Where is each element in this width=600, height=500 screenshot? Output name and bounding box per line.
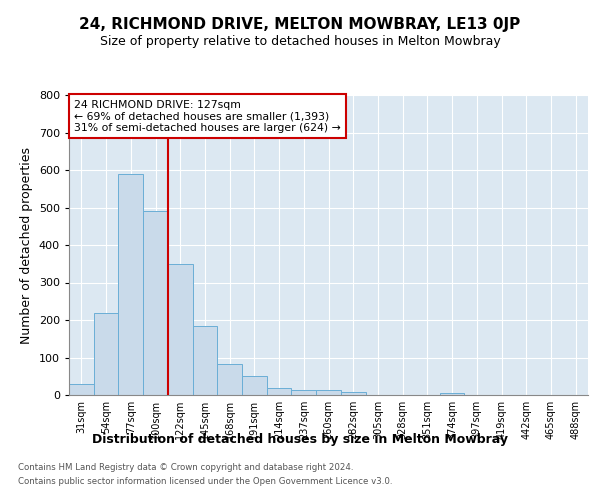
Bar bbox=[94, 312, 118, 395]
Text: Size of property relative to detached houses in Melton Mowbray: Size of property relative to detached ho… bbox=[100, 35, 500, 48]
Bar bbox=[292, 390, 316, 395]
Y-axis label: Number of detached properties: Number of detached properties bbox=[20, 146, 33, 344]
Bar bbox=[242, 376, 267, 395]
Bar bbox=[118, 174, 143, 395]
Bar bbox=[267, 388, 292, 395]
Text: 24 RICHMOND DRIVE: 127sqm
← 69% of detached houses are smaller (1,393)
31% of se: 24 RICHMOND DRIVE: 127sqm ← 69% of detac… bbox=[74, 100, 341, 132]
Bar bbox=[341, 392, 365, 395]
Bar bbox=[217, 364, 242, 395]
Bar bbox=[143, 211, 168, 395]
Bar bbox=[440, 393, 464, 395]
Bar bbox=[69, 384, 94, 395]
Text: Contains public sector information licensed under the Open Government Licence v3: Contains public sector information licen… bbox=[18, 477, 392, 486]
Text: 24, RICHMOND DRIVE, MELTON MOWBRAY, LE13 0JP: 24, RICHMOND DRIVE, MELTON MOWBRAY, LE13… bbox=[79, 18, 521, 32]
Text: Distribution of detached houses by size in Melton Mowbray: Distribution of detached houses by size … bbox=[92, 432, 508, 446]
Bar bbox=[168, 264, 193, 395]
Bar bbox=[316, 390, 341, 395]
Text: Contains HM Land Registry data © Crown copyright and database right 2024.: Contains HM Land Registry data © Crown c… bbox=[18, 464, 353, 472]
Bar bbox=[193, 326, 217, 395]
